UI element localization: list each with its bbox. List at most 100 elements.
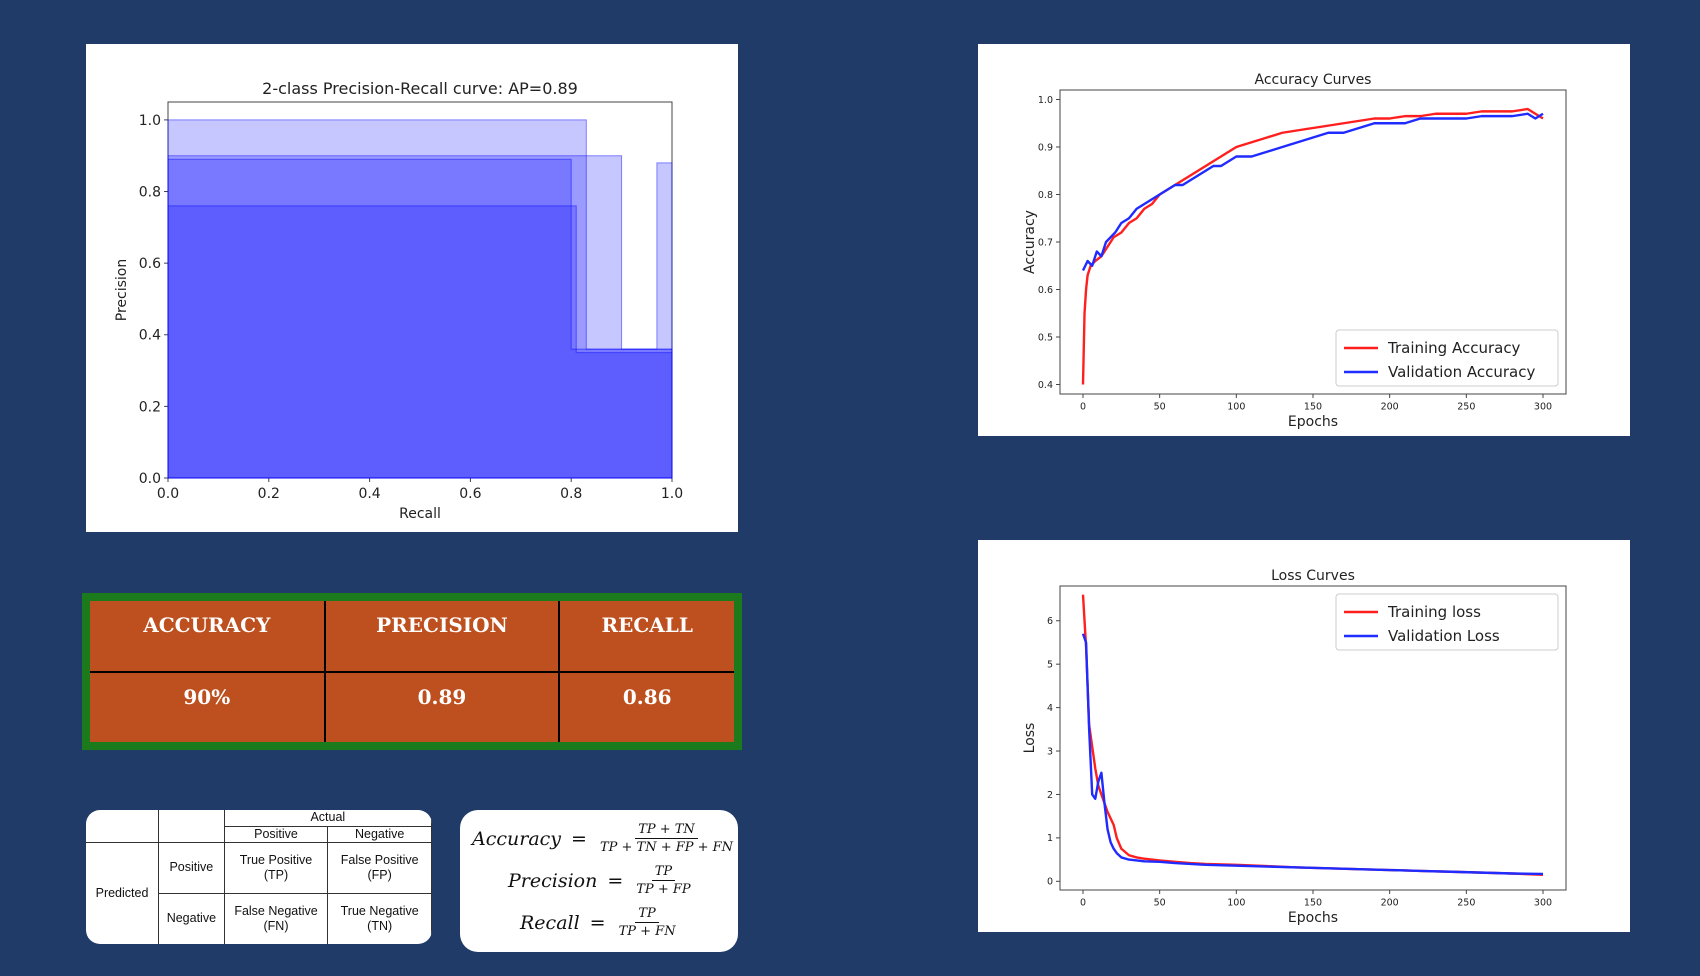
series-line [1081, 633, 1544, 876]
x-tick-label: 200 [1381, 898, 1399, 909]
confusion-matrix-panel: Actual Positive Negative Predicted Posit… [86, 810, 432, 944]
y-tick-label: 0.5 [1038, 332, 1053, 343]
actual-negative-header: Negative [327, 825, 432, 844]
fn-label: False Negative [234, 903, 318, 918]
legend-box [1335, 329, 1559, 387]
legend-box [1335, 593, 1559, 651]
metric-header-precision: PRECISION [323, 597, 561, 673]
loss-curves-chart: Loss Curves 0 50 100 150 200 250 300 0 1 2 3 4 5 6 Epoc… [1022, 568, 1567, 926]
y-tick-label: 3 [1047, 746, 1053, 757]
tp-label: True Positive [239, 852, 313, 867]
y-axis-label: Precision [114, 259, 130, 321]
x-tick-label: 300 [1534, 402, 1552, 413]
pr-step-area [167, 119, 673, 479]
metric-value-precision: 0.89 [323, 670, 561, 746]
metrics-header-row: ACCURACY PRECISION RECALL [86, 597, 738, 673]
legend-label: Training Accuracy [1387, 339, 1521, 357]
x-tick-label: 200 [1381, 402, 1399, 413]
accuracy-curves-panel: Accuracy Curves 0 50 100 150 200 250 300 0.4 0.5 0… [978, 44, 1630, 436]
y-tick-label: 0.8 [139, 184, 161, 200]
y-tick-label: 1 [1047, 833, 1053, 844]
metric-header-recall: RECALL [558, 597, 738, 673]
y-tick-label: 6 [1047, 616, 1053, 627]
x-tick-label: 50 [1154, 898, 1166, 909]
y-tick-label: 5 [1047, 659, 1053, 670]
loss-curves-panel: Loss Curves 0 50 100 150 200 250 300 0 1 2 3 4 5 6 Epoc… [978, 540, 1630, 932]
metric-value-recall: 0.86 [558, 670, 738, 746]
legend-label: Training loss [1387, 603, 1481, 621]
pr-step-area [167, 205, 673, 479]
metric-header-accuracy: ACCURACY [86, 597, 326, 673]
y-tick-label: 0 [1047, 877, 1053, 888]
y-tick-label: 1.0 [1038, 95, 1053, 106]
tn-abbr: (TN) [367, 919, 393, 934]
x-tick-label: 50 [1154, 402, 1166, 413]
y-tick-label: 4 [1047, 703, 1053, 714]
precision-recall-chart: 2-class Precision-Recall curve: AP=0.89 0… [114, 79, 683, 522]
predicted-header: Predicted [86, 842, 160, 944]
precision-formula-numerator: TP [651, 864, 676, 881]
fp-abbr: (FP) [367, 868, 392, 883]
false-positive-cell: False Positive (FP) [327, 842, 432, 895]
true-negative-cell: True Negative (TN) [327, 893, 432, 944]
precision-formula-eq: = [607, 869, 624, 892]
actual-positive-header: Positive [223, 825, 329, 844]
metrics-value-row: 90% 0.89 0.86 [86, 670, 738, 746]
accuracy-formula-lhs: Accuracy [472, 827, 562, 850]
x-tick-label: 250 [1457, 402, 1475, 413]
recall-formula-numerator: TP [635, 906, 659, 923]
x-tick-label: 250 [1457, 898, 1475, 909]
chart-title: Accuracy Curves [1255, 72, 1372, 88]
recall-formula: Recall = TP TP + FN [520, 906, 679, 939]
tn-label: True Negative [340, 903, 419, 918]
x-tick-label: 0.0 [157, 486, 179, 502]
predicted-negative-header: Negative [158, 893, 225, 944]
true-positive-cell: True Positive (TP) [223, 842, 329, 895]
metric-value-accuracy: 90% [86, 670, 326, 746]
y-tick-label: 0.2 [139, 399, 161, 415]
pr-step-area [167, 155, 673, 479]
x-tick-label: 0 [1080, 898, 1086, 909]
accuracy-formula-numerator: TP + TN [635, 822, 698, 839]
fp-label: False Positive [340, 852, 419, 867]
x-tick-label: 0.6 [459, 486, 481, 502]
x-tick-label: 0 [1080, 402, 1086, 413]
accuracy-formula: Accuracy = TP + TN TP + TN + FP + FN [472, 822, 736, 855]
y-tick-label: 0.8 [1038, 190, 1053, 201]
precision-formula-denominator: TP + FP [636, 882, 691, 897]
formula-panel: Accuracy = TP + TN TP + TN + FP + FN Pre… [460, 810, 738, 952]
chart-title: 2-class Precision-Recall curve: AP=0.89 [262, 79, 578, 98]
false-negative-cell: False Negative (FN) [223, 893, 329, 944]
tp-abbr: (TP) [263, 868, 289, 883]
y-tick-label: 0.4 [139, 328, 161, 344]
y-tick-label: 0.9 [1038, 142, 1053, 153]
accuracy-formula-eq: = [571, 827, 587, 850]
x-tick-label: 100 [1227, 402, 1245, 413]
accuracy-curves-chart: Accuracy Curves 0 50 100 150 200 250 300 0.4 0.5 0… [1022, 72, 1567, 430]
precision-formula-lhs: Precision [508, 869, 598, 892]
fn-abbr: (FN) [263, 919, 289, 934]
y-tick-label: 1.0 [139, 113, 161, 129]
series-line [1081, 112, 1544, 272]
y-tick-label: 2 [1047, 790, 1053, 801]
recall-formula-denominator: TP + FN [618, 924, 676, 939]
y-tick-label: 0.0 [139, 471, 161, 487]
y-tick-label: 0.4 [1038, 380, 1053, 391]
accuracy-formula-denominator: TP + TN + FP + FN [599, 840, 734, 855]
x-axis-label: Epochs [1288, 414, 1338, 430]
x-tick-label: 100 [1227, 898, 1245, 909]
x-tick-label: 1.0 [661, 486, 683, 502]
x-tick-label: 150 [1304, 402, 1322, 413]
metrics-table: ACCURACY PRECISION RECALL 90% 0.89 0.86 [82, 593, 742, 750]
recall-formula-lhs: Recall [520, 911, 580, 934]
series-line [1081, 107, 1544, 385]
y-tick-label: 0.6 [1038, 285, 1053, 296]
precision-formula: Precision = TP TP + FP [508, 864, 694, 897]
y-tick-label: 0.6 [139, 256, 161, 272]
legend-label: Validation Loss [1388, 627, 1500, 645]
x-tick-label: 0.4 [358, 486, 380, 502]
confusion-matrix: Actual Positive Negative Predicted Posit… [86, 810, 432, 944]
predicted-positive-header: Positive [158, 842, 225, 895]
pr-step-area [167, 158, 673, 479]
y-tick-label: 0.7 [1038, 237, 1053, 248]
